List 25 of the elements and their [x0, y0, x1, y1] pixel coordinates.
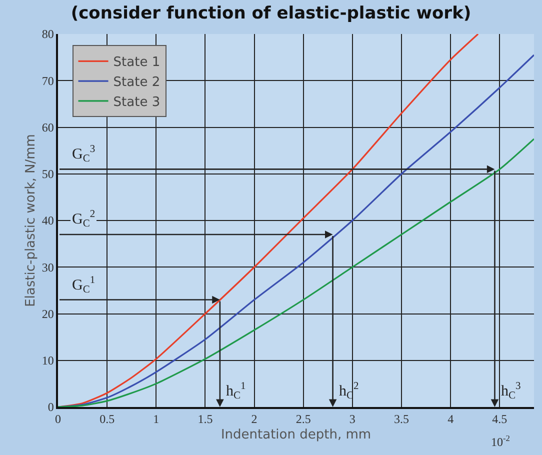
x-tick-label: 4.5 [492, 412, 508, 426]
legend-label: State 1 [113, 55, 160, 70]
x-tick-label: 4 [448, 412, 454, 426]
x-tick-label: 2.5 [296, 412, 311, 426]
x-tick-label: 1 [153, 412, 160, 426]
y-tick-label: 10 [42, 354, 54, 368]
y-tick-label: 40 [42, 214, 54, 228]
x-tick-label: 0.5 [100, 412, 115, 426]
y-tick-label: 20 [42, 306, 54, 321]
text: 10$^{-2}$ [491, 434, 510, 450]
x-tick-label: 3 [349, 412, 356, 426]
x-tick-label: 2 [251, 412, 258, 426]
legend-label: State 3 [113, 95, 160, 110]
y-tick-label: 80 [42, 27, 54, 42]
y-tick-label: 0 [48, 400, 54, 414]
chart-title: (consider function of elastic-plastic work) [70, 4, 472, 24]
y-tick-label: 50 [42, 167, 54, 182]
x-tick-label: 1.5 [198, 412, 213, 426]
y-tick-label: 60 [42, 120, 54, 134]
y-axis-title: Elastic-plastic work, N/mm [23, 134, 38, 307]
y-tick-label: 30 [42, 260, 54, 274]
x-tick-label: 3.5 [394, 412, 410, 426]
legend-label: State 2 [113, 75, 160, 90]
y-tick-label: 70 [42, 74, 54, 88]
x-axis-title: Indentation depth, mm [220, 427, 372, 442]
